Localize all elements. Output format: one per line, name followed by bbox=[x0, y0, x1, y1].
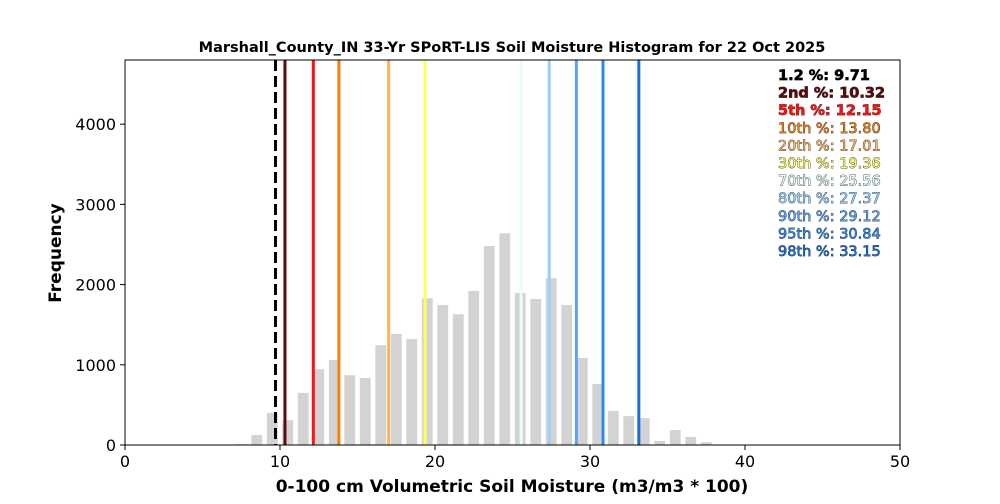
legend-entry: 1.2 %: 9.71 bbox=[778, 68, 870, 84]
histogram-bar bbox=[359, 378, 371, 445]
histogram-bar bbox=[390, 333, 402, 445]
histogram-bar bbox=[328, 359, 340, 445]
histogram-bar bbox=[561, 305, 573, 445]
histogram-bar bbox=[313, 369, 325, 445]
histogram-bar bbox=[700, 442, 712, 445]
x-tick-label: 40 bbox=[735, 452, 755, 471]
legend-entry: 80th %: 27.37 bbox=[778, 191, 881, 207]
histogram-bar bbox=[483, 246, 495, 445]
histogram-bar bbox=[607, 410, 619, 445]
histogram-bar bbox=[375, 345, 387, 445]
histogram-bar bbox=[344, 375, 356, 445]
histogram-bar bbox=[266, 412, 278, 445]
histogram-bar bbox=[669, 430, 681, 445]
histogram-bar bbox=[545, 278, 557, 445]
histogram-bar bbox=[530, 299, 542, 445]
y-tick-label: 4000 bbox=[75, 115, 116, 134]
histogram-bar bbox=[685, 436, 697, 445]
histogram-bar bbox=[638, 418, 650, 445]
legend-entry: 70th %: 25.56 bbox=[778, 174, 881, 190]
histogram-bar bbox=[654, 440, 666, 445]
y-tick-label: 2000 bbox=[75, 276, 116, 295]
x-tick-label: 10 bbox=[270, 452, 290, 471]
histogram-bar bbox=[623, 416, 635, 445]
histogram-bar bbox=[421, 298, 433, 445]
legend-entry: 10th %: 13.80 bbox=[778, 121, 881, 137]
x-axis-label: 0-100 cm Volumetric Soil Moisture (m3/m3… bbox=[276, 477, 749, 497]
histogram-bar bbox=[499, 233, 511, 445]
histogram-bar bbox=[452, 314, 464, 445]
histogram-bar bbox=[251, 434, 263, 445]
y-axis-label: Frequency bbox=[46, 203, 66, 303]
chart-title: Marshall_County_IN 33-Yr SPoRT-LIS Soil … bbox=[199, 40, 826, 56]
legend-entry: 98th %: 33.15 bbox=[778, 244, 881, 260]
x-tick-label: 30 bbox=[580, 452, 600, 471]
histogram-bar bbox=[282, 420, 294, 445]
histogram-bar bbox=[576, 357, 588, 445]
plot-frame bbox=[124, 59, 901, 446]
legend-entry: 2nd %: 10.32 bbox=[778, 86, 885, 102]
legend-entry: 30th %: 19.36 bbox=[778, 156, 881, 172]
histogram-bar bbox=[437, 305, 449, 445]
y-tick-label: 0 bbox=[106, 436, 116, 455]
x-tick-label: 0 bbox=[120, 452, 130, 471]
legend-entry: 95th %: 30.84 bbox=[778, 226, 881, 242]
legend-entry: 90th %: 29.12 bbox=[778, 209, 881, 225]
histogram-bar bbox=[468, 291, 480, 445]
y-tick-label: 1000 bbox=[75, 356, 116, 375]
legend-entry: 20th %: 17.01 bbox=[778, 138, 881, 154]
histogram-bar bbox=[297, 392, 309, 445]
histogram-bar bbox=[592, 384, 604, 445]
x-tick-label: 50 bbox=[890, 452, 910, 471]
y-tick-label: 3000 bbox=[75, 195, 116, 214]
histogram-bar bbox=[406, 339, 418, 445]
legend-entry: 5th %: 12.15 bbox=[778, 103, 882, 119]
x-tick-label: 20 bbox=[425, 452, 445, 471]
